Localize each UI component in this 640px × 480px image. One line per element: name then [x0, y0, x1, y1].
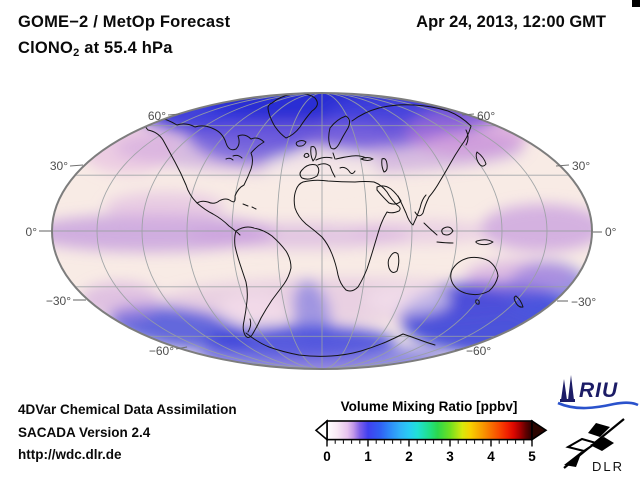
coastline-europe: [299, 152, 388, 180]
colorbar: Volume Mixing Ratio [ppbv] 0 1 2 3 4 5: [314, 399, 548, 464]
graticule: [52, 93, 592, 369]
lat-label-right-0: 0°: [605, 225, 617, 239]
species-subscript: 2: [73, 47, 80, 59]
colorbar-ticks: [326, 440, 533, 447]
coastline-south-america: [234, 226, 292, 338]
coastline-australia: [450, 256, 524, 308]
coastline-central-america: [196, 202, 257, 236]
colorbar-tick-label: 4: [487, 449, 495, 464]
colorbar-tick-label: 3: [446, 449, 454, 464]
lat-label-left-60: 60°: [148, 109, 166, 123]
dlr-logo: DLR: [563, 418, 625, 474]
riu-wave-icon: [557, 401, 639, 410]
dlr-emblem-icon: [563, 418, 625, 469]
lat-label-left-0: 0°: [26, 225, 38, 239]
latitude-ticks: [39, 113, 602, 351]
coastline-scandinavia: [328, 115, 351, 150]
coastline-japan: [475, 151, 487, 167]
coastline-africa: [293, 179, 401, 292]
lat-label-left-m60: −60°: [149, 344, 174, 358]
colorbar-tick-label: 5: [528, 449, 536, 464]
colorbar-right-arrow: [531, 419, 548, 442]
coastline-madagascar: [387, 252, 400, 273]
lat-label-right-60: 60°: [477, 109, 495, 123]
footer-version: SACADA Version 2.4: [18, 425, 151, 440]
forecast-datetime: Apr 24, 2013, 12:00 GMT: [416, 13, 606, 31]
coastline-north-america: [127, 116, 265, 204]
species-level-title: ClONO2 at 55.4 hPa: [18, 39, 173, 59]
colorbar-title: Volume Mixing Ratio [ppbv]: [341, 399, 518, 414]
coastline-british-isles: [303, 146, 317, 162]
species-name: ClONO: [18, 39, 74, 57]
lat-label-right-m60: −60°: [466, 344, 491, 358]
map-boundary: [51, 92, 593, 370]
cathedral-icon: [560, 375, 575, 402]
coastline-asia: [351, 104, 472, 226]
corner-mark: [632, 0, 640, 7]
riu-logo: RIU: [557, 375, 639, 410]
riu-logo-text: RIU: [579, 379, 618, 402]
colorbar-tick-label: 1: [364, 449, 372, 464]
colorbar-tick-label: 2: [405, 449, 413, 464]
colorbar-left-arrow: [314, 419, 328, 442]
dlr-logo-text: DLR: [592, 459, 624, 474]
colorbar-gradient-bar: [326, 420, 533, 441]
lat-label-right-m30: −30°: [571, 295, 596, 309]
latitude-labels: 60° 30° 0° −30° −60° 60° 30° 0° −30° −60…: [26, 109, 617, 358]
lat-label-right-30: 30°: [572, 159, 590, 173]
footer-assimilation: 4DVar Chemical Data Assimilation: [18, 402, 237, 417]
lat-label-left-m30: −30°: [46, 294, 71, 308]
footer-url: http://wdc.dlr.de: [18, 447, 122, 462]
lat-label-left-30: 30°: [50, 159, 68, 173]
map-data-layer: [52, 93, 592, 369]
colorbar-tick-labels: 0 1 2 3 4 5: [323, 449, 536, 464]
page-title: GOME−2 / MetOp Forecast: [18, 13, 231, 31]
coastlines: [127, 93, 524, 357]
pressure-level: at 55.4 hPa: [79, 39, 173, 57]
coastline-antarctica: [245, 318, 436, 357]
coastline-iceland: [295, 140, 307, 147]
coastline-southeast-asia: [423, 222, 494, 246]
colorbar-tick-label: 0: [323, 449, 331, 464]
